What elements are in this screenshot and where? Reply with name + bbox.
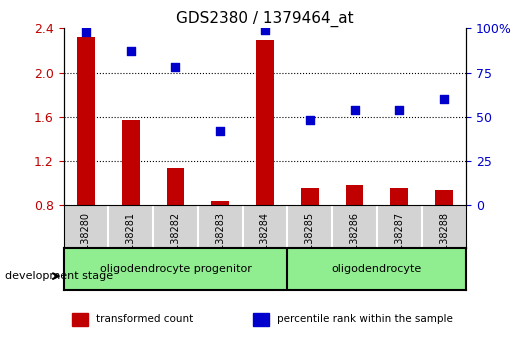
Text: GSM138282: GSM138282 [171,212,181,271]
Bar [390,188,408,294]
Point [395,107,403,113]
Text: GSM138284: GSM138284 [260,212,270,271]
Text: GSM138283: GSM138283 [215,212,225,271]
Text: percentile rank within the sample: percentile rank within the sample [277,314,453,324]
Title: GDS2380 / 1379464_at: GDS2380 / 1379464_at [176,11,354,27]
Point [440,96,448,102]
Text: oligodendrocyte progenitor: oligodendrocyte progenitor [100,264,251,274]
Bar [211,201,229,294]
Bar [435,190,453,294]
Text: development stage: development stage [5,271,113,281]
Bar [256,40,274,294]
Text: GSM138281: GSM138281 [126,212,136,271]
Point [261,27,269,33]
Text: GSM138285: GSM138285 [305,212,315,271]
Point [82,29,90,35]
Text: GSM138288: GSM138288 [439,212,449,271]
Bar [122,120,140,294]
Bar [166,168,184,294]
Bar [301,188,319,294]
Point [350,107,359,113]
Point [127,48,135,54]
Text: oligodendrocyte: oligodendrocyte [332,264,422,274]
Text: GSM138286: GSM138286 [349,212,359,271]
Point [171,64,180,70]
Text: transformed count: transformed count [96,314,193,324]
Point [305,118,314,123]
Point [216,128,225,134]
Bar [253,313,269,326]
Bar [77,37,95,294]
Text: GSM138280: GSM138280 [81,212,91,271]
Bar [72,313,88,326]
Bar [346,185,364,294]
Text: GSM138287: GSM138287 [394,212,404,271]
